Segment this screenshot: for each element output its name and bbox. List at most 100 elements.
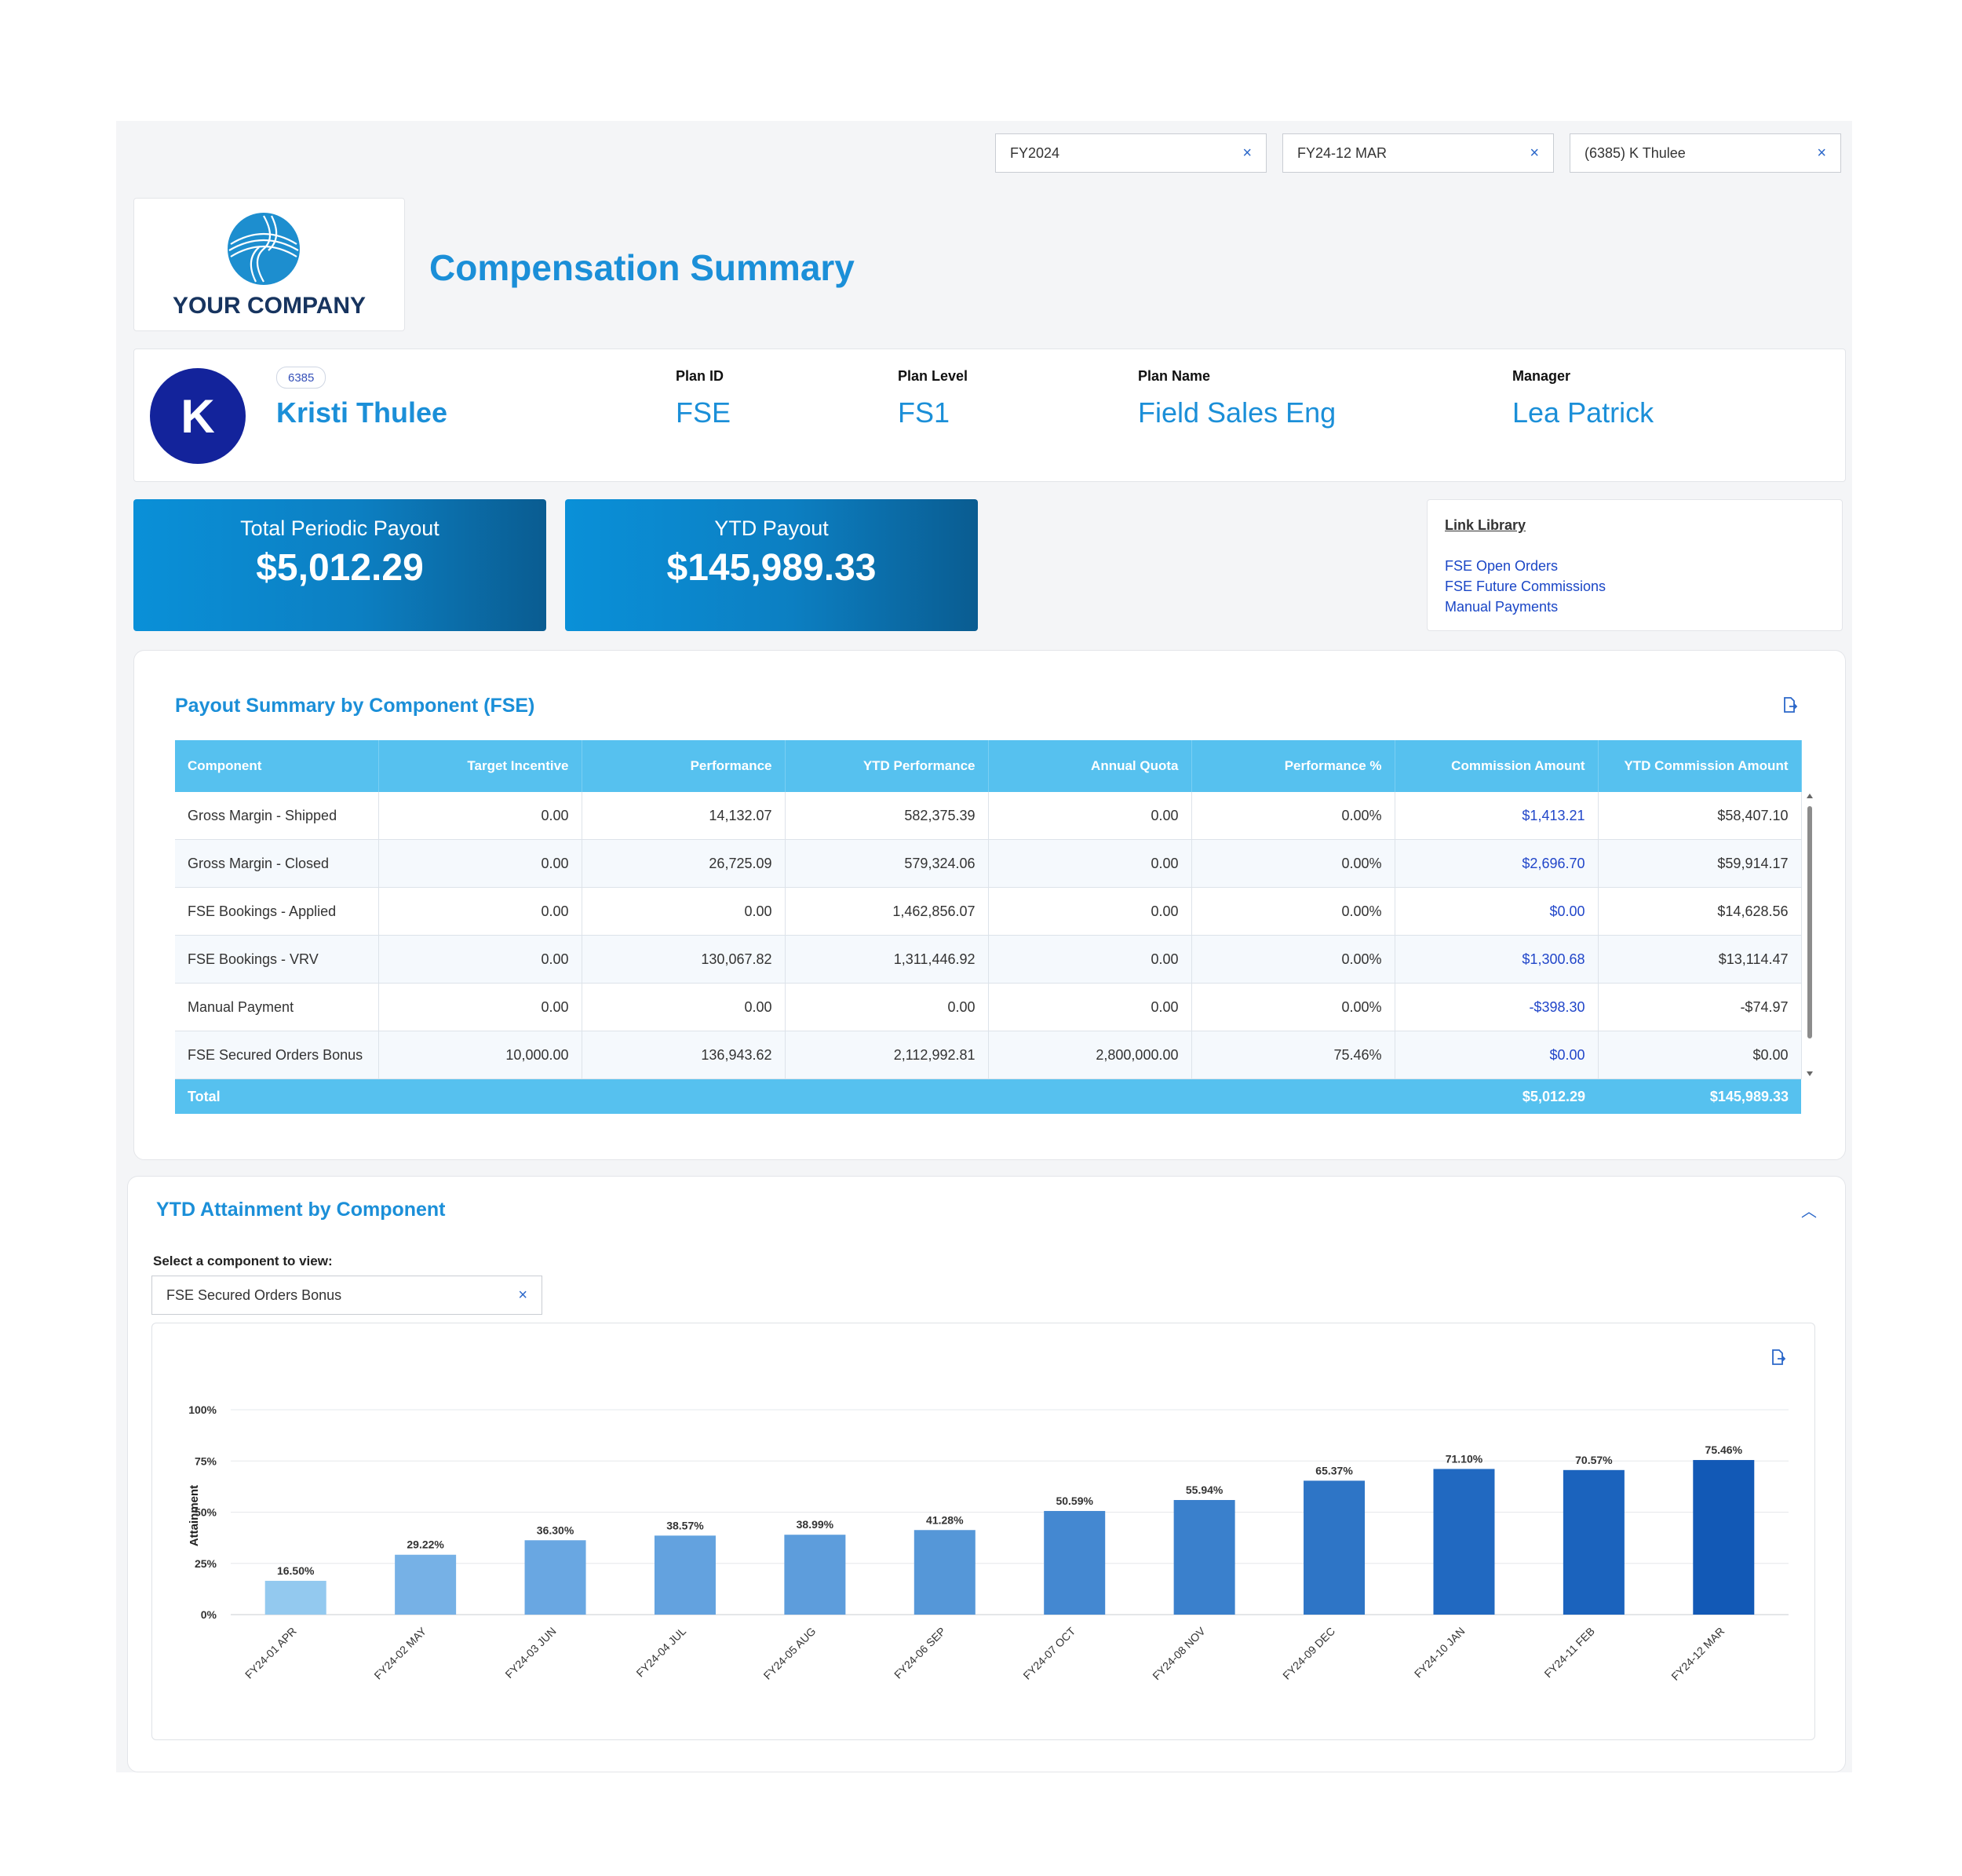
chevron-up-icon[interactable]: ︿ bbox=[1801, 1203, 1817, 1221]
data-label: 36.30% bbox=[537, 1524, 574, 1536]
fiscal-year-filter[interactable]: FY2024 × bbox=[995, 133, 1267, 173]
x-tick-label: FY24-04 JUL bbox=[633, 1625, 688, 1680]
kpi-value: $145,989.33 bbox=[666, 547, 877, 589]
cell: 582,375.39 bbox=[785, 792, 989, 840]
cell: 0.00 bbox=[785, 983, 989, 1031]
period-filter[interactable]: FY24-12 MAR × bbox=[1282, 133, 1554, 173]
clear-icon[interactable]: × bbox=[518, 1286, 527, 1304]
plan-level-value: FS1 bbox=[898, 396, 950, 429]
empty-cell bbox=[1191, 1079, 1395, 1114]
y-tick-label: 100% bbox=[188, 1403, 217, 1416]
bar bbox=[1044, 1510, 1106, 1615]
cell: FSE Bookings - Applied bbox=[175, 887, 379, 936]
data-label: 41.28% bbox=[926, 1513, 964, 1526]
bar bbox=[1173, 1499, 1235, 1615]
table-scrollbar[interactable] bbox=[1805, 792, 1814, 1078]
link-fse-open-orders[interactable]: FSE Open Orders bbox=[1445, 558, 1559, 574]
y-tick-label: 0% bbox=[201, 1608, 217, 1621]
cell: FSE Bookings - VRV bbox=[175, 935, 379, 984]
bar bbox=[1433, 1469, 1495, 1615]
clear-icon[interactable]: × bbox=[1817, 144, 1826, 162]
fiscal-year-filter-value: FY2024 bbox=[1010, 144, 1060, 161]
data-label: 29.22% bbox=[407, 1538, 444, 1551]
dashboard-panel: FY2024 × FY24-12 MAR × (6385) K Thulee ×… bbox=[116, 121, 1852, 1772]
cell: 579,324.06 bbox=[785, 839, 989, 888]
cell: $0.00 bbox=[1395, 1031, 1599, 1079]
bar bbox=[1563, 1469, 1625, 1615]
column-header[interactable]: Commission Amount bbox=[1395, 740, 1599, 792]
attainment-bar-chart: Attainment 0% 25% 50% 75% 100% 16.50% FY24-01 … bbox=[188, 1403, 1789, 1683]
data-label: 70.57% bbox=[1575, 1454, 1613, 1466]
plan-id-value: FSE bbox=[676, 396, 731, 429]
x-tick-label: FY24-08 NOV bbox=[1150, 1624, 1208, 1682]
data-label: 65.37% bbox=[1315, 1464, 1353, 1476]
x-tick-label: FY24-03 JUN bbox=[502, 1625, 558, 1681]
employee-filter[interactable]: (6385) K Thulee × bbox=[1570, 133, 1841, 173]
cell: 14,132.07 bbox=[582, 792, 786, 840]
employee-filter-value: (6385) K Thulee bbox=[1585, 144, 1686, 161]
cell: $58,407.10 bbox=[1598, 792, 1802, 840]
bar bbox=[524, 1540, 586, 1615]
manager-label: Manager bbox=[1512, 368, 1571, 384]
cell: 26,725.09 bbox=[582, 839, 786, 888]
cell: Manual Payment bbox=[175, 983, 379, 1031]
component-select-value: FSE Secured Orders Bonus bbox=[166, 1287, 342, 1303]
column-header[interactable]: Performance bbox=[582, 740, 786, 792]
company-logo: YOUR COMPANY bbox=[133, 198, 405, 331]
x-tick-label: FY24-07 OCT bbox=[1020, 1624, 1078, 1681]
cell: 75.46% bbox=[1191, 1031, 1395, 1079]
cell: 0.00% bbox=[1191, 839, 1395, 888]
column-header[interactable]: YTD Performance bbox=[785, 740, 989, 792]
cell: 2,800,000.00 bbox=[988, 1031, 1192, 1079]
export-icon[interactable] bbox=[1781, 696, 1798, 714]
cell: 0.00% bbox=[1191, 983, 1395, 1031]
cell: 10,000.00 bbox=[378, 1031, 582, 1079]
clear-icon[interactable]: × bbox=[1530, 144, 1539, 162]
table-header-row: Component Target Incentive Performance Y… bbox=[175, 740, 1802, 792]
data-label: 55.94% bbox=[1186, 1484, 1224, 1496]
employee-id-badge: 6385 bbox=[276, 367, 326, 389]
y-tick-label: 75% bbox=[195, 1454, 217, 1467]
attainment-title: YTD Attainment by Component bbox=[156, 1199, 446, 1221]
x-tick-label: FY24-10 JAN bbox=[1412, 1625, 1468, 1681]
cell: Gross Margin - Closed bbox=[175, 839, 379, 888]
component-select-label: Select a component to view: bbox=[153, 1254, 333, 1268]
cell: FSE Secured Orders Bonus bbox=[175, 1031, 379, 1079]
cell: 0.00% bbox=[1191, 935, 1395, 984]
logo-text: YOUR COMPANY bbox=[172, 293, 367, 319]
cell: 1,462,856.07 bbox=[785, 887, 989, 936]
x-tick-label: FY24-02 MAY bbox=[371, 1624, 429, 1681]
link-manual-payments[interactable]: Manual Payments bbox=[1445, 599, 1559, 615]
cell: 0.00 bbox=[378, 935, 582, 984]
employee-name: Kristi Thulee bbox=[276, 396, 448, 429]
link-fse-future-commissions[interactable]: FSE Future Commissions bbox=[1445, 578, 1606, 594]
data-label: 16.50% bbox=[277, 1564, 315, 1577]
column-header[interactable]: Component bbox=[175, 740, 379, 792]
cell: $13,114.47 bbox=[1598, 935, 1802, 984]
payout-summary-card: Payout Summary by Component (FSE) Compon… bbox=[133, 650, 1846, 1160]
table-row: Gross Margin - Shipped 0.00 14,132.07 58… bbox=[175, 792, 1802, 840]
y-tick-label: 25% bbox=[195, 1557, 217, 1570]
column-header[interactable]: Annual Quota bbox=[988, 740, 1192, 792]
empty-cell bbox=[988, 1079, 1191, 1114]
plan-name-label: Plan Name bbox=[1138, 368, 1211, 384]
empty-cell bbox=[378, 1079, 582, 1114]
payout-summary-title: Payout Summary by Component (FSE) bbox=[175, 695, 535, 717]
cell: 0.00 bbox=[988, 887, 1192, 936]
component-select[interactable]: FSE Secured Orders Bonus × bbox=[151, 1276, 542, 1315]
cell: 0.00 bbox=[378, 792, 582, 840]
manager-value: Lea Patrick bbox=[1512, 396, 1654, 429]
bar bbox=[1693, 1460, 1755, 1615]
empty-cell bbox=[582, 1079, 785, 1114]
y-axis-label: Attainment bbox=[188, 1485, 201, 1546]
clear-icon[interactable]: × bbox=[1242, 144, 1252, 162]
column-header[interactable]: Target Incentive bbox=[378, 740, 582, 792]
cell: -$74.97 bbox=[1598, 983, 1802, 1031]
total-ytd-commission: $145,989.33 bbox=[1598, 1079, 1801, 1114]
attainment-chart: Attainment 0% 25% 50% 75% 100% 16.50% FY24-01 … bbox=[151, 1323, 1815, 1740]
column-header[interactable]: YTD Commission Amount bbox=[1598, 740, 1802, 792]
export-icon[interactable] bbox=[1769, 1349, 1786, 1366]
cell: 0.00 bbox=[988, 839, 1192, 888]
plan-id-label: Plan ID bbox=[676, 368, 724, 384]
column-header[interactable]: Performance % bbox=[1191, 740, 1395, 792]
